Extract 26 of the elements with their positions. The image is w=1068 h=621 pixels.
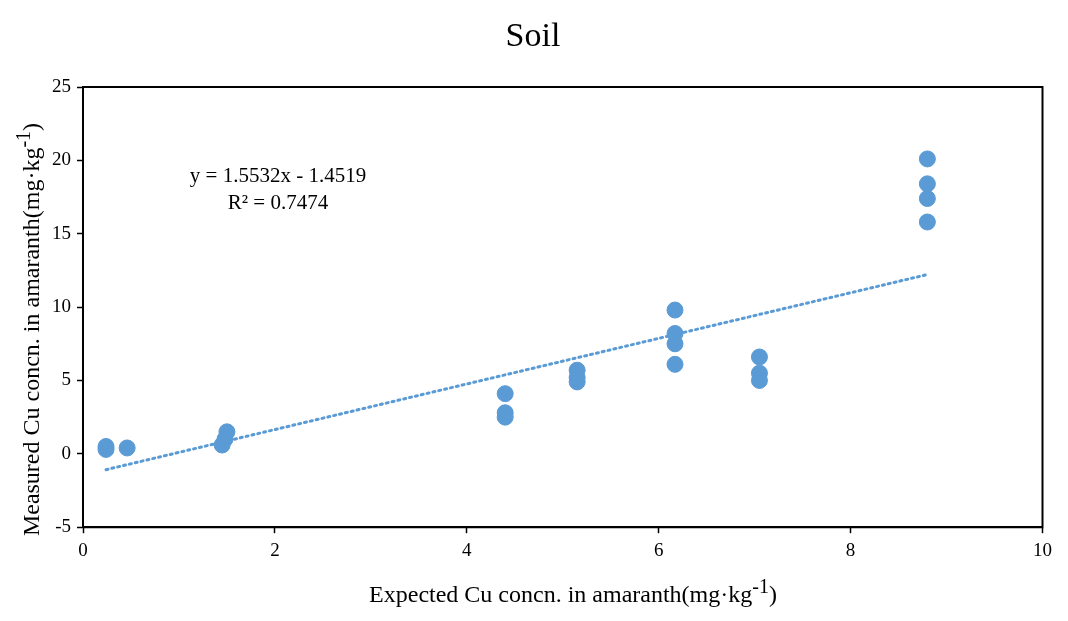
point	[118, 439, 136, 457]
x-tick-label: 0	[78, 538, 88, 560]
x-tick-label: 10	[1033, 538, 1052, 560]
x-tick-label: 2	[270, 538, 280, 560]
point	[750, 348, 768, 366]
x-tick-label: 4	[462, 538, 473, 560]
y-tick-label: 15	[52, 221, 71, 243]
chart-title: Soil	[504, 16, 562, 54]
y-tick-label: 25	[52, 74, 71, 96]
y-tick-label: 10	[52, 295, 71, 317]
point	[918, 213, 936, 231]
y-tick-label: 0	[61, 441, 71, 463]
y-tick-label: 5	[61, 368, 71, 390]
point	[666, 355, 684, 373]
point	[666, 301, 684, 319]
x-tick-label: 8	[845, 538, 856, 560]
point	[918, 190, 936, 208]
x-tick-label: 6	[653, 538, 664, 560]
x-axis-title: Expected Cu concn. in amaranth(mg·kg$^{-1}$)	[368, 575, 778, 608]
point	[496, 385, 514, 403]
point	[918, 175, 936, 193]
point	[918, 150, 936, 168]
annotation: y = 1.5532x - 1.4519	[188, 163, 368, 188]
y-tick-label: -5	[55, 515, 71, 537]
annotation: R² = 0.7474	[226, 190, 330, 215]
y-tick-label: 20	[52, 148, 71, 170]
